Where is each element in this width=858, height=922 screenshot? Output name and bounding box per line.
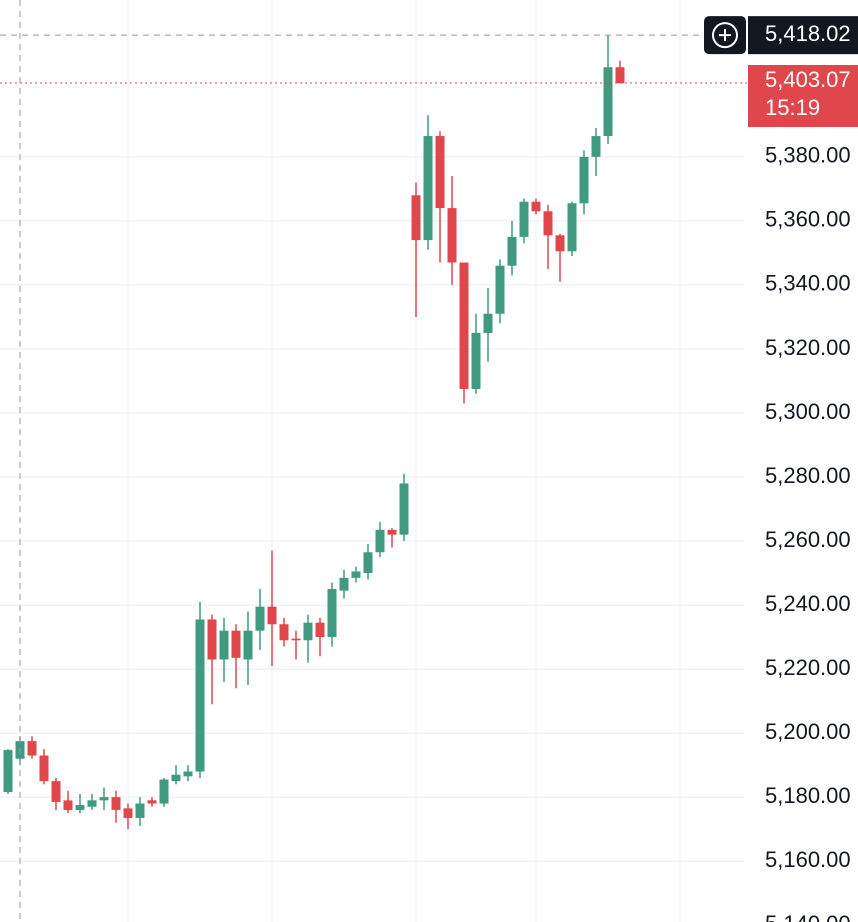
y-tick-label: 5,300.00 [765, 399, 851, 424]
y-tick-label: 5,160.00 [765, 847, 851, 872]
candle-body [27, 741, 37, 756]
candle-body [615, 67, 625, 84]
candle-body [495, 265, 505, 314]
candle-body [603, 67, 613, 137]
last-price-box [748, 65, 858, 128]
candle-body [447, 208, 457, 263]
candle-body [51, 781, 61, 802]
y-tick-label: 5,220.00 [765, 655, 851, 680]
plus-icon [712, 22, 738, 49]
y-tick-label: 5,360.00 [765, 207, 851, 232]
y-tick-label: 5,140.00 [765, 911, 851, 922]
candle-body [87, 800, 97, 807]
candle-body [423, 136, 433, 241]
candle-body [183, 771, 193, 777]
candle-body [387, 529, 397, 535]
candle-body [255, 606, 265, 631]
candle-body [471, 332, 481, 389]
y-tick-label: 5,180.00 [765, 783, 851, 808]
candle-body [75, 805, 85, 810]
candle-body [267, 606, 277, 625]
grid [0, 0, 745, 922]
y-tick-label: 5,260.00 [765, 527, 851, 552]
y-tick-label: 5,200.00 [765, 719, 851, 744]
y-tick-label: 5,280.00 [765, 463, 851, 488]
crosshair-price-box [748, 16, 858, 55]
candle-body [531, 201, 541, 212]
candle-body [111, 797, 121, 810]
candle-body [279, 624, 289, 641]
candle-body [399, 483, 409, 535]
countdown: 15:19 [765, 95, 820, 120]
candle-body [291, 638, 301, 641]
candle-body [123, 808, 133, 818]
candle-body [315, 622, 325, 638]
candle-body [99, 797, 109, 801]
candle-body [219, 630, 229, 660]
candle-body [303, 622, 313, 641]
candle-body [375, 529, 385, 553]
candle-body [63, 800, 73, 810]
candle-body [363, 552, 373, 574]
candle-body [135, 803, 145, 818]
candle-body [231, 630, 241, 658]
y-tick-label: 5,380.00 [765, 143, 851, 168]
candle-body [351, 571, 361, 578]
last-price-label: 5,403.07 [765, 67, 851, 92]
candle-body [39, 755, 49, 782]
y-tick-label: 5,320.00 [765, 335, 851, 360]
candle-body [159, 779, 169, 804]
candle-body [459, 262, 469, 389]
candle-body [591, 136, 601, 157]
candle-body [555, 235, 565, 252]
plus-icon [719, 29, 731, 42]
overlay: 5,418.02 5,403.07 15:19 [0, 16, 858, 128]
candle-body [243, 630, 253, 660]
crosshair-price-label: 5,418.02 [765, 21, 851, 46]
candle-body [579, 156, 589, 204]
candle-body [147, 800, 157, 804]
candle-body [543, 211, 553, 236]
candle-body [3, 750, 13, 793]
candle-body [507, 236, 517, 266]
candle-body [171, 774, 181, 782]
candle-body [483, 313, 493, 333]
candle-body [411, 195, 421, 241]
candle-body [327, 589, 337, 638]
candle-body [567, 203, 577, 252]
candle-body [519, 201, 529, 237]
candle-body [339, 577, 349, 591]
candle-body [435, 136, 445, 209]
y-tick-label: 5,240.00 [765, 591, 851, 616]
y-tick-label: 5,340.00 [765, 271, 851, 296]
candle-body [195, 619, 205, 772]
plot [3, 35, 625, 830]
candle-body [207, 619, 217, 660]
